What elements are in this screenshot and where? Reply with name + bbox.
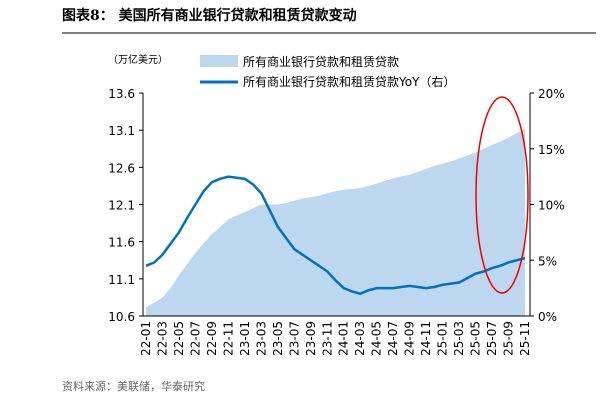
x-tick-label: 24-11 [419,321,433,356]
x-tick-label: 24-03 [353,321,367,356]
x-tick-label: 23-03 [254,321,268,356]
y2-tick-label: 0% [538,310,557,324]
y-tick-label: 12.6 [108,161,135,175]
chart-title: 图表8： 美国所有商业银行贷款和租赁贷款变动 [62,7,357,24]
x-tick-label: 23-11 [320,321,334,356]
x-tick-label: 24-05 [370,321,384,356]
x-tick-label: 23-09 [304,321,318,356]
x-tick-label: 22-05 [172,321,186,356]
highlight-ellipse [475,96,529,294]
y-tick-label: 13.6 [108,87,135,101]
x-tick-label: 23-07 [287,321,301,356]
x-tick-label: 25-03 [452,321,466,356]
x-tick-label: 25-09 [502,321,516,356]
x-tick-label: 24-07 [386,321,400,356]
y-tick-label: 13.1 [108,124,135,138]
x-tick-label: 22-07 [188,321,202,356]
x-tick-label: 24-09 [403,321,417,356]
y2-tick-label: 10% [538,199,565,213]
x-tick-label: 22-11 [221,321,235,356]
x-tick-label: 22-03 [155,321,169,356]
area [146,128,525,316]
y-tick-label: 12.1 [108,199,135,213]
x-tick-label: 24-01 [337,321,351,356]
x-tick-label: 23-05 [271,321,285,356]
y2-tick-label: 20% [538,87,565,101]
x-tick-label: 25-05 [469,321,483,356]
legend-swatch [200,55,238,67]
x-tick-label: 25-07 [485,321,499,356]
y2-tick-label: 15% [538,143,565,157]
x-tick-label: 23-01 [238,321,252,356]
x-tick-label: 22-01 [139,321,153,356]
y-unit: （万亿美元） [108,53,168,66]
y-tick-label: 10.6 [108,310,135,324]
x-tick-label: 22-09 [205,321,219,356]
y-tick-label: 11.6 [108,236,135,250]
legend-label: 所有商业银行贷款和租赁贷款YoY（右） [243,74,455,89]
legend-label: 所有商业银行贷款和租赁贷款 [243,54,399,69]
source: 资料来源：美联储，华泰研究 [62,379,205,393]
line [145,175,526,296]
x-tick-label: 25-01 [436,321,450,356]
plot: 10.6 11.1 11.6 12.1 12.6 13.1 13.6 0% 5% 10% 15% 20… [108,54,564,356]
y-tick-label: 11.1 [108,273,135,287]
y2-tick-label: 5% [538,254,557,268]
x-tick-label: 25-11 [518,321,532,356]
